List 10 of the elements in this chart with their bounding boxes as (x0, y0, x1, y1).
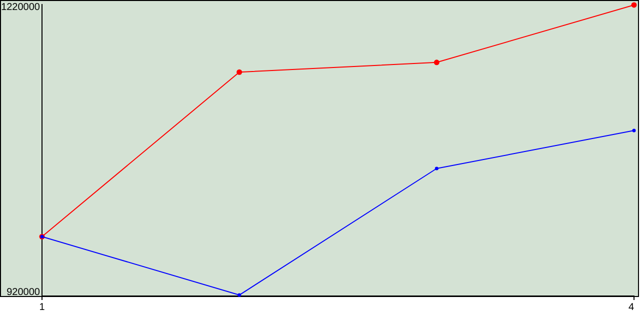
point (632, 128, 636, 132)
point (238, 293, 242, 297)
y-tick-label: 920000 (6, 287, 40, 298)
y-tick-label: 1220000 (1, 2, 40, 13)
point (434, 60, 440, 66)
point (434, 166, 438, 170)
point (631, 2, 637, 8)
x-tick-label: 4 (628, 302, 634, 314)
point (236, 69, 242, 75)
x-tick-label: 1 (39, 302, 46, 314)
